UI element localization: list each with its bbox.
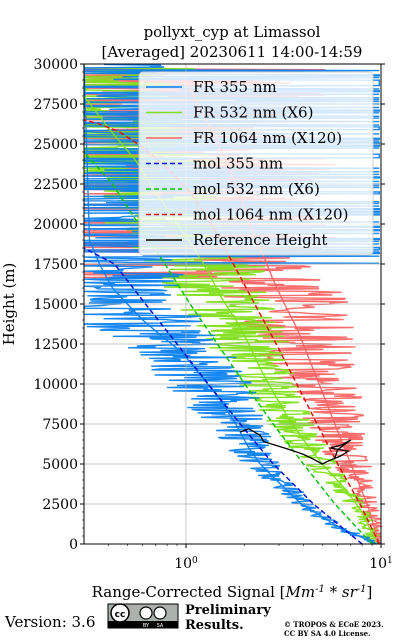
legend-label: FR 355 nm xyxy=(193,78,277,96)
legend-label: mol 355 nm xyxy=(193,155,283,173)
footer: Version: 3.6 cc BY SA Preliminary Result… xyxy=(4,603,383,638)
preliminary-line-1: Preliminary xyxy=(185,603,271,618)
y-tick-label: 12500 xyxy=(33,337,78,353)
sa-icon xyxy=(153,606,167,620)
y-tick-label: 22500 xyxy=(33,177,78,193)
y-tick-label: 20000 xyxy=(33,217,78,233)
y-tick-label: 27500 xyxy=(33,97,78,113)
x-tick-label: 100 xyxy=(174,556,198,572)
legend: FR 355 nm FR 532 nm (X6) FR 1064 nm (X120)… xyxy=(138,71,374,256)
y-tick-label: 2500 xyxy=(42,497,78,513)
version-label: Version: 3.6 xyxy=(4,613,95,631)
copyright-line-2: CC BY SA 4.0 License. xyxy=(284,629,371,638)
legend-label: FR 1064 nm (X120) xyxy=(193,129,342,147)
svg-text:BY: BY xyxy=(143,623,150,629)
x-tick-label: 101 xyxy=(369,556,393,572)
y-tick-label: 0 xyxy=(69,537,78,553)
by-icon xyxy=(139,606,153,620)
legend-label: FR 532 nm (X6) xyxy=(193,104,313,122)
svg-text:cc: cc xyxy=(115,610,126,620)
svg-text:SA: SA xyxy=(157,623,164,629)
y-tick-label: 7500 xyxy=(42,417,78,433)
legend-box xyxy=(138,71,374,256)
series-mol-1064-nm-x120- xyxy=(83,119,380,545)
y-tick-label: 30000 xyxy=(33,57,78,73)
legend-label: mol 532 nm (X6) xyxy=(193,180,320,198)
legend-label: Reference Height xyxy=(193,231,327,249)
y-tick-label: 10000 xyxy=(33,377,78,393)
chart-title: pollyxt_cyp at Limassol xyxy=(144,23,321,41)
y-axis-label: Height (m) xyxy=(0,263,18,346)
copyright-line-1: © TROPOS & ECoE 2023. xyxy=(284,620,383,629)
cc-license-badge: cc BY SA xyxy=(107,603,179,629)
legend-label: mol 1064 nm (X120) xyxy=(193,206,348,224)
series-lines xyxy=(83,63,380,545)
y-tick-label: 25000 xyxy=(33,137,78,153)
chart-subtitle: [Averaged] 20230611 14:00-14:59 xyxy=(102,43,363,61)
x-axis: 100 101 xyxy=(108,544,393,572)
series-reference-height xyxy=(240,428,352,465)
series-mol-355-nm xyxy=(83,247,363,545)
y-tick-label: 15000 xyxy=(33,297,78,313)
y-tick-label: 5000 xyxy=(42,457,78,473)
cc-icon xyxy=(110,603,130,623)
x-axis-label: Range-Corrected Signal [Mm-1 * sr-1] xyxy=(92,583,373,601)
preliminary-line-2: Results. xyxy=(185,618,244,633)
noise-1 xyxy=(83,67,380,545)
series-mol-532-nm-x6- xyxy=(83,151,373,545)
y-axis: 0 2500 5000 7500 10000 12500 15000 17500 20000 22… xyxy=(33,57,385,553)
y-tick-label: 17500 xyxy=(33,257,78,273)
